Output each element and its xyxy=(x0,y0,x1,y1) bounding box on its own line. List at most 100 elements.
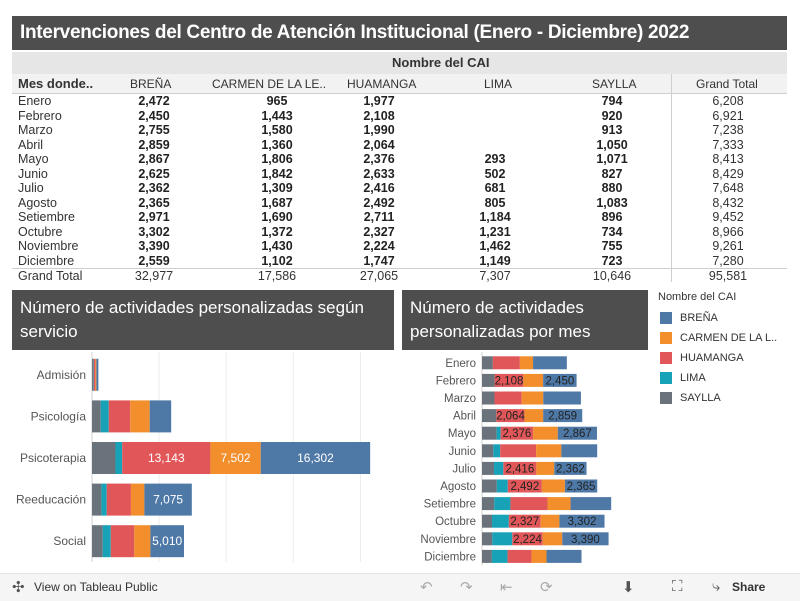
bar-segment[interactable] xyxy=(510,497,548,511)
bar-segment[interactable] xyxy=(533,426,558,440)
bar-segment[interactable] xyxy=(482,409,497,423)
bar-segment[interactable] xyxy=(531,549,547,563)
bar-segment[interactable] xyxy=(564,479,598,493)
column-header-huamanga[interactable]: HUAMANGA xyxy=(347,77,417,91)
bar-segment[interactable] xyxy=(541,479,565,493)
bar-segment[interactable] xyxy=(93,358,96,391)
share-icon[interactable]: ⤷ xyxy=(712,578,721,595)
table-row[interactable]: Noviembre 3,390 1,430 2,224 1,462 755 9,261 xyxy=(12,239,787,254)
table-row[interactable]: Marzo 2,755 1,580 1,990 913 7,238 xyxy=(12,123,787,138)
undo-icon[interactable]: ↶ xyxy=(420,579,433,596)
bar-segment[interactable] xyxy=(482,532,493,546)
view-on-tableau-link[interactable]: View on Tableau Public xyxy=(34,580,158,594)
bar-segment[interactable] xyxy=(92,400,101,433)
bar-segment[interactable] xyxy=(482,356,493,370)
bar-segment[interactable] xyxy=(508,514,541,528)
table-row[interactable]: Agosto 2,365 1,687 2,492 805 1,083 8,432 xyxy=(12,196,787,211)
bar-segment[interactable] xyxy=(496,479,508,493)
bar-segment[interactable] xyxy=(540,514,560,528)
bar-segment[interactable] xyxy=(536,444,562,458)
bar-segment[interactable] xyxy=(260,442,371,474)
bar-segment[interactable] xyxy=(92,525,103,558)
bar-segment[interactable] xyxy=(557,426,597,440)
bar-segment[interactable] xyxy=(108,400,131,433)
bar-segment[interactable] xyxy=(492,356,520,370)
bar-segment[interactable] xyxy=(554,461,587,475)
table-row[interactable]: Enero 2,472 965 1,977 794 6,208 xyxy=(12,94,787,109)
bar-segment[interactable] xyxy=(491,549,508,563)
bar-segment[interactable] xyxy=(494,461,504,475)
fullscreen-icon[interactable]: ⛶ xyxy=(672,578,683,595)
redo-icon[interactable]: ↷ xyxy=(460,579,473,596)
bar-segment[interactable] xyxy=(130,400,150,433)
bar-segment[interactable] xyxy=(106,483,131,516)
bar-segment[interactable] xyxy=(482,373,495,387)
bar-segment[interactable] xyxy=(500,444,537,458)
table-row[interactable]: Mayo 2,867 1,806 2,376 293 1,071 8,413 xyxy=(12,152,787,167)
bar-segment[interactable] xyxy=(92,442,116,474)
table-row[interactable]: Junio 2,625 1,842 2,633 502 827 8,429 xyxy=(12,167,787,182)
bar-segment[interactable] xyxy=(496,426,501,440)
bar-segment[interactable] xyxy=(500,426,534,440)
bar-segment[interactable] xyxy=(570,497,612,511)
bar-segment[interactable] xyxy=(543,409,583,423)
table-row[interactable]: Febrero 2,450 1,443 2,108 920 6,921 xyxy=(12,109,787,124)
row-header-label[interactable]: Mes donde.. xyxy=(18,76,94,91)
column-header-saylla[interactable]: SAYLLA xyxy=(592,77,637,91)
bar-segment[interactable] xyxy=(507,479,542,493)
bar-segment[interactable] xyxy=(482,444,494,458)
bar-segment[interactable] xyxy=(492,532,513,546)
bar-segment[interactable] xyxy=(482,461,495,475)
bar-segment[interactable] xyxy=(101,483,107,516)
table-row[interactable]: Setiembre 2,971 1,690 2,711 1,184 896 9,452 xyxy=(12,210,787,225)
bar-segment[interactable] xyxy=(561,444,598,458)
bar-segment[interactable] xyxy=(95,358,97,391)
table-row[interactable]: Abril 2,859 1,360 2,064 1,050 7,333 xyxy=(12,138,787,153)
bar-segment[interactable] xyxy=(149,400,172,433)
bar-segment[interactable] xyxy=(115,442,123,474)
bar-segment[interactable] xyxy=(496,409,525,423)
bar-segment[interactable] xyxy=(562,532,609,546)
bar-segment[interactable] xyxy=(134,525,151,558)
bar-segment[interactable] xyxy=(494,497,511,511)
bar-segment[interactable] xyxy=(547,497,571,511)
bar-segment[interactable] xyxy=(543,391,581,405)
bar-segment[interactable] xyxy=(482,391,495,405)
bar-segment[interactable] xyxy=(542,532,563,546)
download-icon[interactable]: ⬇ xyxy=(622,579,635,596)
bar-segment[interactable] xyxy=(150,525,185,558)
bar-segment[interactable] xyxy=(533,356,567,370)
bar-segment[interactable] xyxy=(482,426,497,440)
bar-segment[interactable] xyxy=(493,444,501,458)
table-row[interactable]: Octubre 3,302 1,372 2,327 1,231 734 8,966 xyxy=(12,225,787,240)
column-header-grand-total[interactable]: Grand Total xyxy=(696,77,758,91)
bar-segment[interactable] xyxy=(92,483,102,516)
table-row[interactable]: Diciembre 2,559 1,102 1,747 1,149 723 7,280 xyxy=(12,254,787,269)
bar-segment[interactable] xyxy=(100,400,109,433)
column-header-carmen[interactable]: CARMEN DE LA LE.. xyxy=(212,77,327,91)
column-header-brena[interactable]: BREÑA xyxy=(130,77,172,91)
bar-segment[interactable] xyxy=(546,549,582,563)
share-button[interactable]: Share xyxy=(732,580,766,594)
bar-segment[interactable] xyxy=(210,442,261,474)
column-header-lima[interactable]: LIMA xyxy=(484,77,513,91)
bar-segment[interactable] xyxy=(494,391,522,405)
revert-icon[interactable]: ⇤ xyxy=(500,579,513,596)
bar-segment[interactable] xyxy=(144,483,192,516)
bar-segment[interactable] xyxy=(524,409,544,423)
bar-segment[interactable] xyxy=(559,514,605,528)
refresh-icon[interactable]: ⟳ xyxy=(540,579,553,596)
bar-segment[interactable] xyxy=(122,442,211,474)
bar-segment[interactable] xyxy=(110,525,135,558)
grand-total-row[interactable]: Grand Total 32,977 17,586 27,065 7,307 10,646… xyxy=(12,268,787,284)
table-row[interactable]: Julio 2,362 1,309 2,416 681 880 7,648 xyxy=(12,181,787,196)
bar-segment[interactable] xyxy=(482,514,493,528)
bar-segment[interactable] xyxy=(519,356,534,370)
bar-segment[interactable] xyxy=(536,461,555,475)
bar-segment[interactable] xyxy=(102,525,111,558)
bar-segment[interactable] xyxy=(494,373,524,387)
bar-segment[interactable] xyxy=(130,483,145,516)
bar-segment[interactable] xyxy=(507,549,532,563)
bar-segment[interactable] xyxy=(512,532,543,546)
bar-segment[interactable] xyxy=(521,391,544,405)
